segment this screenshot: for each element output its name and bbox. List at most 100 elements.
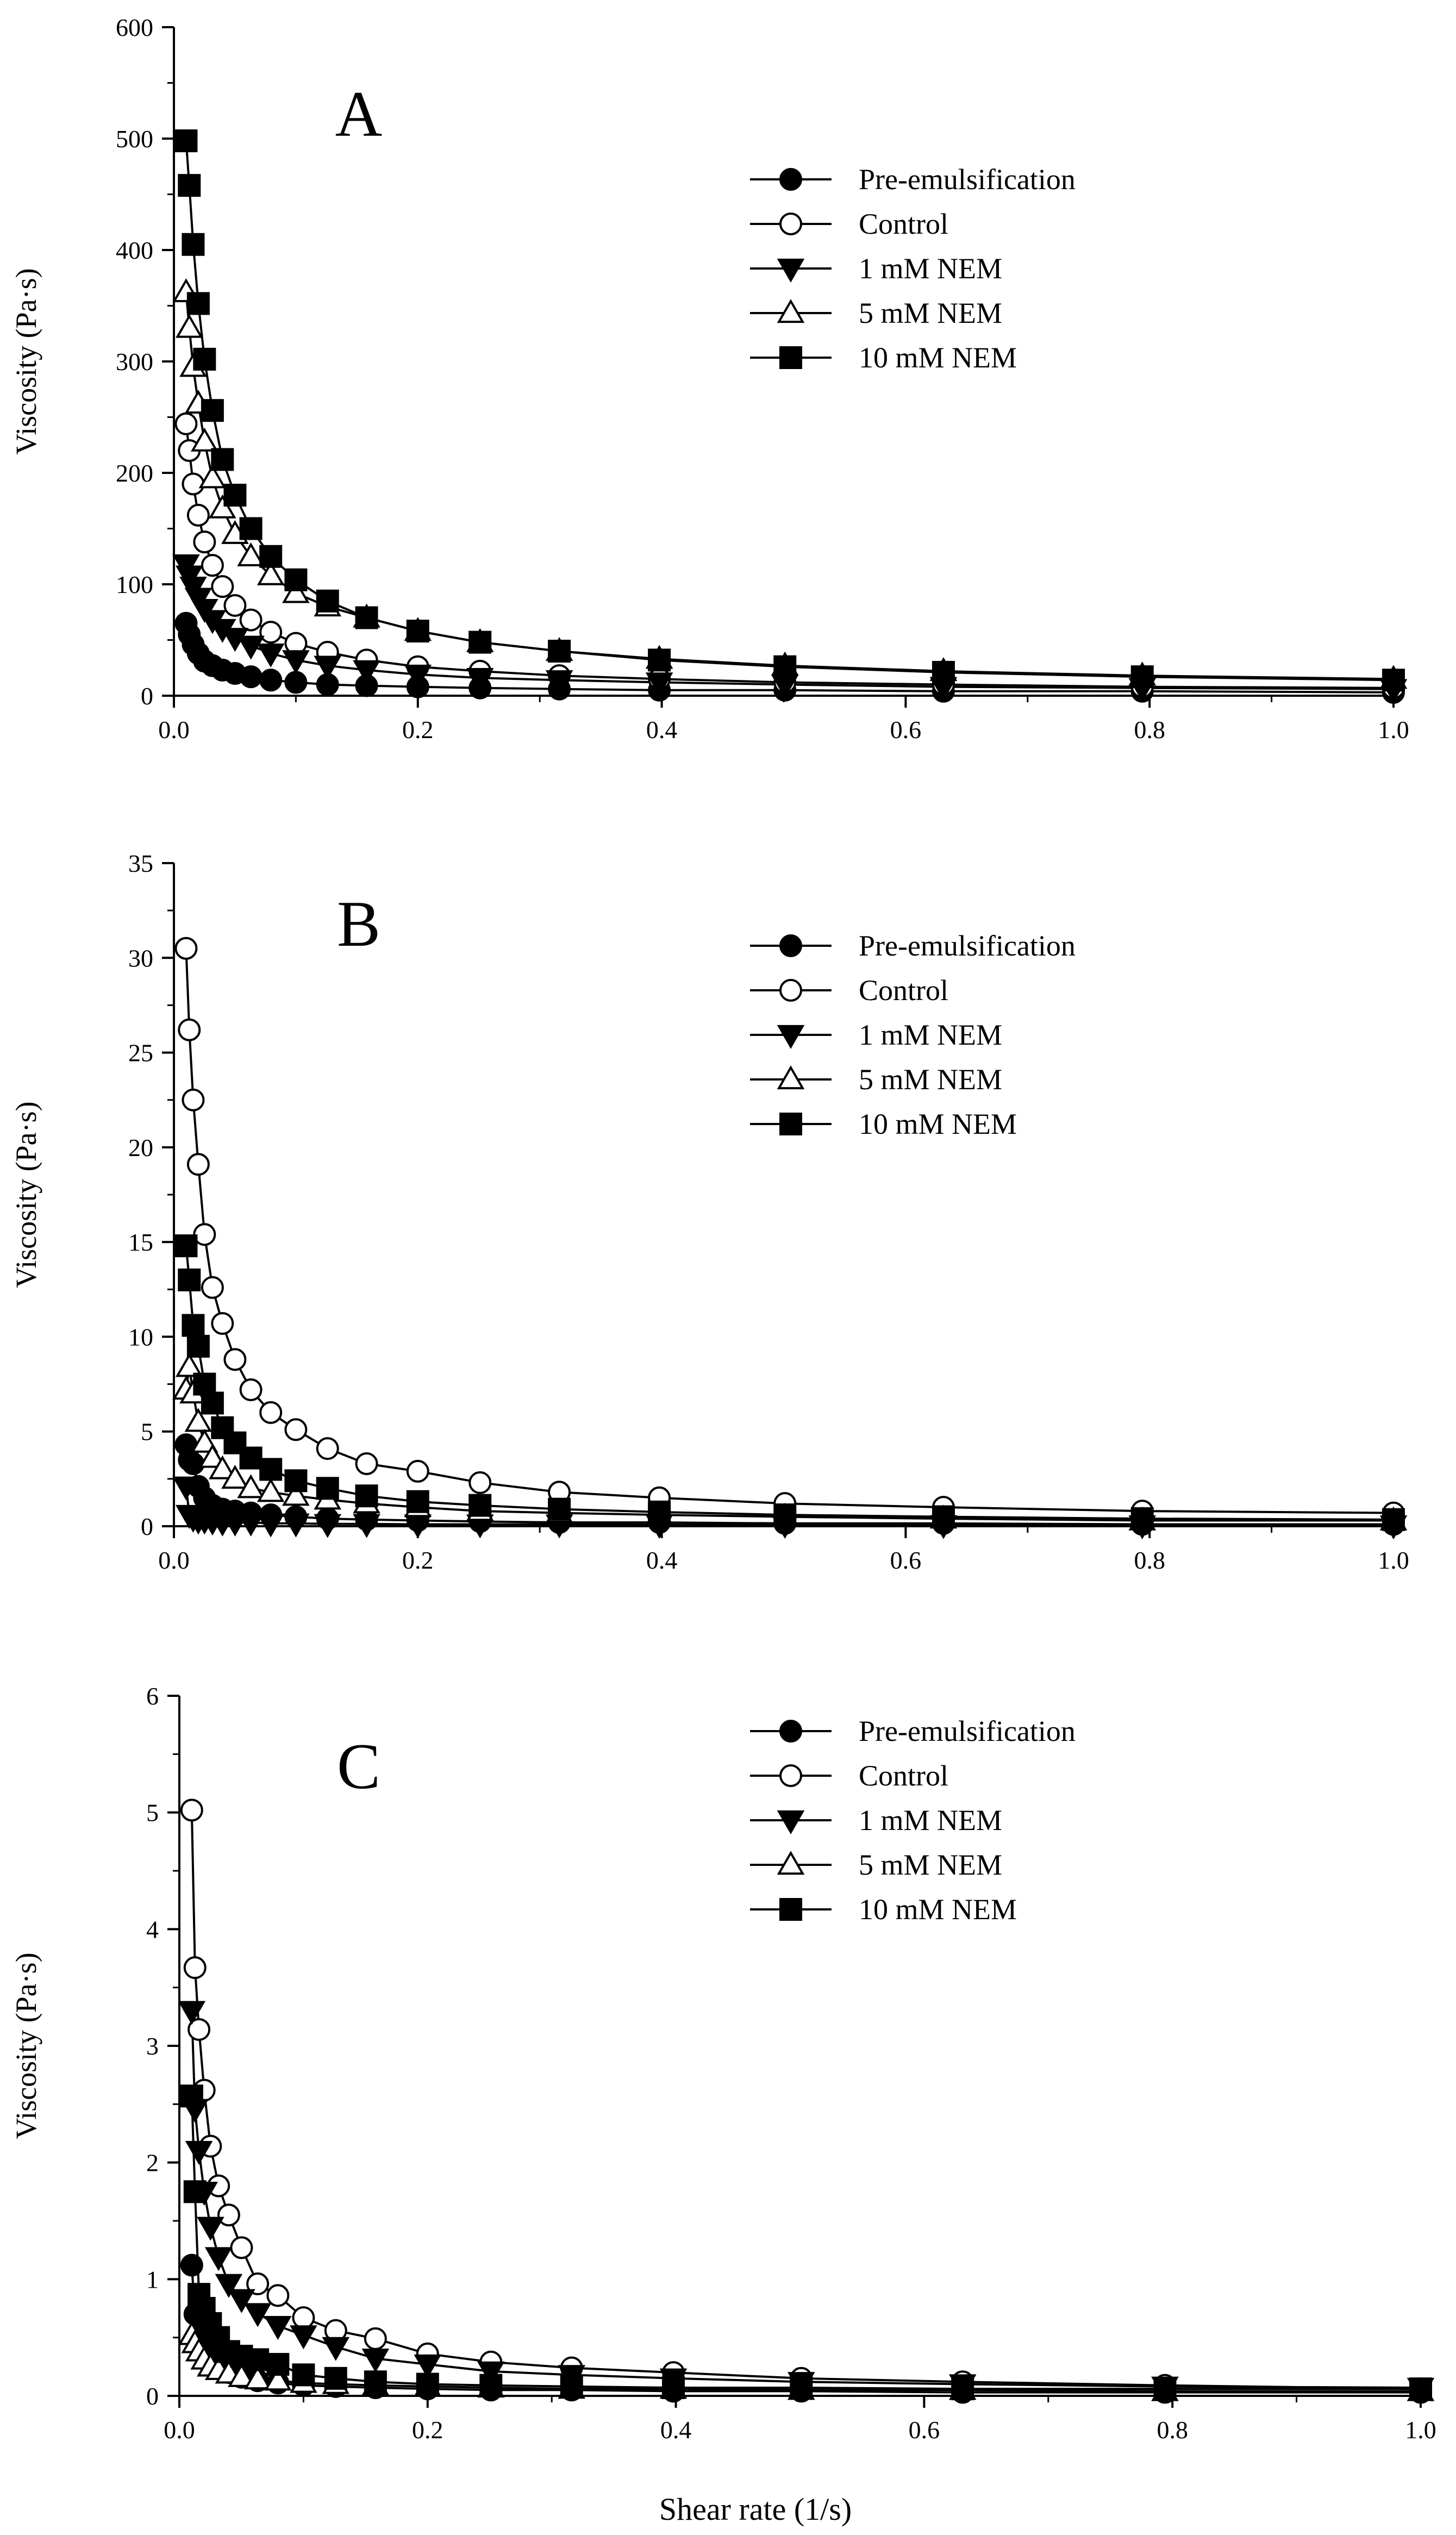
panel-a-control-point: [193, 530, 216, 554]
panel-a-x-tick-label: 0.6: [890, 716, 922, 744]
panel-c-1mm-nem-point: [477, 2361, 505, 2386]
panel-a-control-point: [174, 412, 198, 435]
panel-b-control-point: [178, 1018, 201, 1041]
panel-b-control-point: [355, 1452, 378, 1475]
panel-b-control-point: [174, 936, 198, 960]
panel-b-5mm-nem-point: [191, 1428, 218, 1453]
panel-a-10mm-nem-point: [193, 347, 216, 371]
panel-a-legend-1mm-nem-label: 1 mM NEM: [859, 252, 1002, 285]
panel-b-5mm-nem-point: [209, 1455, 236, 1479]
panel-b-10mm-nem-point: [239, 1446, 263, 1470]
panel-a-10mm-nem-point: [648, 648, 671, 672]
panel-b-10mm-nem-point: [186, 1334, 210, 1358]
panel-b-series-10mm-nem: [174, 1234, 1405, 1531]
panel-a-10mm-nem-point: [468, 630, 492, 654]
panel-c-y-tick-label: 2: [146, 2149, 159, 2177]
panel-c-10mm-nem-point: [364, 2370, 387, 2394]
panel-a-x-tick-label: 0.8: [1134, 716, 1165, 744]
panel-a-legend-5mm-nem-label: 5 mM NEM: [859, 297, 1002, 329]
panel-c-chart: 0 1 2 3 4 5 6 0.0 0.2 0.4 0.6 0.8 1.0 Viscosity (Pa·s…: [10, 1682, 1436, 2444]
panel-a-10mm-nem-point: [284, 568, 308, 591]
panel-b-control-point: [211, 1312, 234, 1335]
panel-b-control-point: [406, 1459, 429, 1483]
panel-a-legend-10mm-nem-label: 10 mM NEM: [859, 341, 1017, 374]
panel-b-y-tick-label: 5: [141, 1418, 153, 1446]
panel-b-10mm-nem-point: [174, 1234, 198, 1258]
panel-a-10mm-nem-point: [259, 545, 283, 568]
panel-b-10mm-nem-point: [201, 1391, 224, 1415]
panel-a-5mm-nem-point: [209, 494, 236, 519]
panel-a-1mm-nem-point: [353, 660, 380, 684]
panel-a-5mm-nem-point: [257, 561, 285, 585]
panel-a-10mm-nem-point: [548, 640, 571, 663]
panel-a-chart: 0 100 200 300 400 500 600 0.0 0.2 0.4 0.6 0.8 1.0 Vis…: [10, 14, 1409, 744]
panel-c-1mm-nem-point: [243, 2303, 272, 2327]
panel-a-10mm-nem-point: [239, 517, 263, 540]
panel-a-10mm-nem-point: [201, 399, 224, 422]
panel-c-legend: Pre-emulsification Control 1 mM NEM 5 mM NE…: [750, 1715, 1076, 1926]
panel-c-legend-1mm-nem-label: 1 mM NEM: [859, 1804, 1002, 1837]
panel-c-10mm-nem-point: [183, 2180, 207, 2203]
panel-b-1mm-nem-point: [282, 1513, 310, 1538]
panel-a-control-point: [211, 575, 234, 598]
panel-a-control-point: [201, 554, 224, 577]
panel-b-control-point: [316, 1437, 339, 1460]
panel-c-legend-5mm-nem-label: 5 mM NEM: [859, 1849, 1002, 1881]
panel-a-1mm-nem-point: [237, 635, 265, 660]
panel-a-1mm-nem-point: [466, 668, 494, 692]
panel-c-legend-5mm-nem-marker: [777, 1851, 805, 1875]
panel-c-legend-control-label: Control: [859, 1759, 948, 1792]
panel-a-10mm-nem-point: [932, 660, 955, 684]
panel-c-control-point: [364, 2327, 387, 2350]
panel-b-y-tick-label: 20: [128, 1134, 153, 1162]
panel-c-legend-10mm-nem-label: 10 mM NEM: [859, 1893, 1017, 1926]
panel-a-legend-pre-emulsification-label: Pre-emulsification: [859, 163, 1076, 196]
panel-b-legend-1mm-nem-marker: [777, 1025, 805, 1049]
panel-b-legend-1mm-nem-label: 1 mM NEM: [859, 1019, 1002, 1051]
panel-b-control-point: [182, 1088, 205, 1112]
panel-a-10mm-nem-point: [186, 292, 210, 315]
panel-c-x-tick-label: 0.4: [660, 2416, 692, 2444]
panel-a-10mm-nem-point: [182, 233, 205, 256]
panel-c-10mm-nem-point: [560, 2375, 583, 2398]
panel-c-10mm-nem-point: [324, 2367, 347, 2390]
panel-b-1mm-nem-point: [314, 1514, 342, 1538]
panel-b-5mm-nem-point: [184, 1408, 213, 1432]
panel-c-control-point: [188, 2018, 211, 2041]
panel-a-legend-pre-emulsification-marker: [779, 168, 802, 191]
panel-a-y-tick-label: 600: [116, 14, 153, 41]
panel-b-letter: B: [337, 888, 380, 960]
panel-a-pre-emulsification-point: [239, 665, 263, 689]
panel-b-control-point: [239, 1378, 263, 1402]
panel-a-pre-emulsification-point: [259, 669, 283, 692]
panel-c-1mm-nem-point: [361, 2349, 390, 2373]
panel-b-x-tick-label: 0.8: [1134, 1546, 1165, 1574]
panel-c-1mm-nem-point: [178, 2001, 206, 2025]
panel-a-10mm-nem-point: [406, 620, 429, 643]
panel-a-x-tick-label: 0.0: [158, 716, 190, 744]
panel-a-10mm-nem-point: [1382, 669, 1405, 692]
panel-c-control-point: [217, 2203, 240, 2227]
panel-b-1mm-nem-point: [353, 1514, 380, 1538]
panel-b-y-tick-label: 25: [128, 1039, 153, 1067]
panel-a-control-point: [182, 472, 205, 496]
panel-a-10mm-nem-point: [1130, 665, 1154, 689]
panel-b-control-point: [201, 1276, 224, 1299]
panel-c-x-tick-label: 1.0: [1405, 2416, 1436, 2444]
panel-b-10mm-nem-point: [284, 1469, 308, 1493]
panel-a-5mm-nem-point: [237, 542, 265, 566]
panel-c-y-tick-label: 3: [146, 2032, 159, 2060]
panel-b-x-tick-label: 0.6: [890, 1546, 922, 1574]
panel-c-10mm-nem-point: [662, 2376, 685, 2399]
panel-c-10mm-nem-point: [246, 2348, 270, 2371]
panel-b-10mm-nem-point: [316, 1477, 339, 1500]
panel-c-5mm-nem-point: [264, 2367, 292, 2391]
panel-b-10mm-nem-point: [1130, 1507, 1154, 1531]
panel-c-10mm-nem-point: [479, 2374, 503, 2397]
panel-b-10mm-nem-point: [1382, 1508, 1405, 1531]
panel-c-y-tick-label: 1: [146, 2265, 159, 2293]
panel-a-1mm-nem-point: [257, 643, 285, 667]
panel-b-control-point: [186, 1153, 210, 1176]
panel-a-legend: Pre-emulsification Control 1 mM NEM 5 mM NE…: [750, 163, 1076, 374]
panel-c-x-tick-label: 0.8: [1157, 2416, 1188, 2444]
